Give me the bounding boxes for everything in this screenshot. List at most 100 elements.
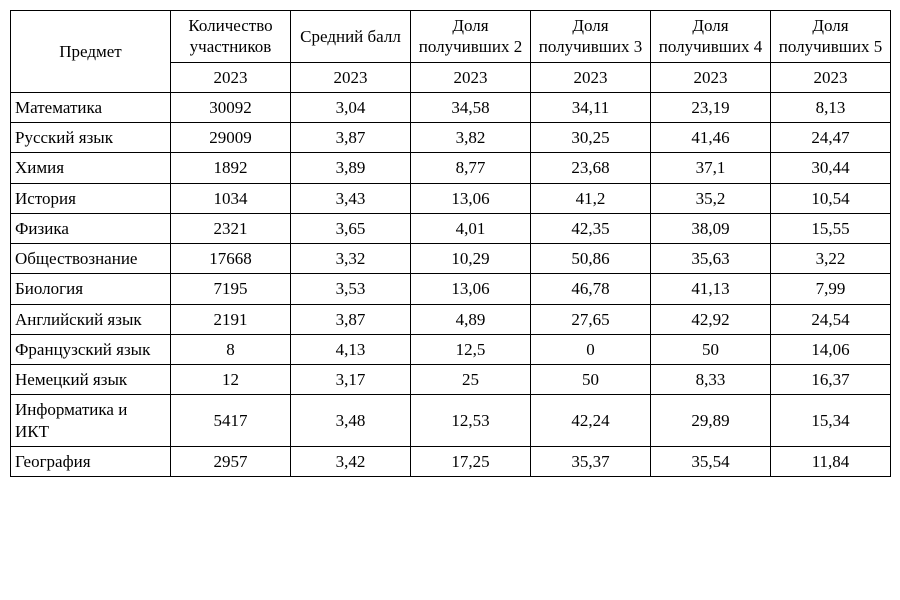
col-header-avg-score: Средний балл — [291, 11, 411, 63]
data-cell-share2: 25 — [411, 365, 531, 395]
data-cell-avg_score: 3,89 — [291, 153, 411, 183]
data-cell-share4: 37,1 — [651, 153, 771, 183]
data-cell-participants: 8 — [171, 334, 291, 364]
data-cell-participants: 30092 — [171, 92, 291, 122]
data-cell-share5: 15,55 — [771, 213, 891, 243]
data-cell-avg_score: 3,87 — [291, 304, 411, 334]
data-cell-participants: 1892 — [171, 153, 291, 183]
subject-cell: Физика — [11, 213, 171, 243]
subject-cell: Немецкий язык — [11, 365, 171, 395]
data-cell-share5: 15,34 — [771, 395, 891, 447]
col-header-share4: Доля получивших 4 — [651, 11, 771, 63]
data-cell-participants: 2191 — [171, 304, 291, 334]
col-header-share5: Доля получивших 5 — [771, 11, 891, 63]
data-cell-avg_score: 3,42 — [291, 446, 411, 476]
data-cell-share2: 12,5 — [411, 334, 531, 364]
col-header-participants: Количество участников — [171, 11, 291, 63]
table-row: Обществознание176683,3210,2950,8635,633,… — [11, 244, 891, 274]
data-cell-participants: 12 — [171, 365, 291, 395]
data-cell-avg_score: 4,13 — [291, 334, 411, 364]
data-cell-share3: 50,86 — [531, 244, 651, 274]
data-cell-share3: 34,11 — [531, 92, 651, 122]
data-cell-participants: 7195 — [171, 274, 291, 304]
subject-cell: Обществознание — [11, 244, 171, 274]
table-row: Биология71953,5313,0646,7841,137,99 — [11, 274, 891, 304]
data-cell-share5: 30,44 — [771, 153, 891, 183]
data-cell-share3: 23,68 — [531, 153, 651, 183]
year-label-share5: 2023 — [771, 62, 891, 92]
year-label-avg-score: 2023 — [291, 62, 411, 92]
data-cell-share4: 41,46 — [651, 123, 771, 153]
subject-cell: Русский язык — [11, 123, 171, 153]
data-cell-share3: 35,37 — [531, 446, 651, 476]
data-cell-participants: 1034 — [171, 183, 291, 213]
data-cell-participants: 2321 — [171, 213, 291, 243]
data-cell-share3: 46,78 — [531, 274, 651, 304]
table-row: Английский язык21913,874,8927,6542,9224,… — [11, 304, 891, 334]
subject-cell: Биология — [11, 274, 171, 304]
data-cell-share5: 14,06 — [771, 334, 891, 364]
year-label-participants: 2023 — [171, 62, 291, 92]
data-cell-share4: 35,63 — [651, 244, 771, 274]
col-header-subject: Предмет — [11, 11, 171, 93]
data-cell-share5: 11,84 — [771, 446, 891, 476]
data-cell-share5: 10,54 — [771, 183, 891, 213]
data-cell-avg_score: 3,53 — [291, 274, 411, 304]
data-cell-share2: 4,01 — [411, 213, 531, 243]
exam-results-table: Предмет Количество участников Средний ба… — [10, 10, 891, 477]
data-cell-share4: 23,19 — [651, 92, 771, 122]
table-row: Химия18923,898,7723,6837,130,44 — [11, 153, 891, 183]
data-cell-share5: 7,99 — [771, 274, 891, 304]
data-cell-share4: 8,33 — [651, 365, 771, 395]
data-cell-avg_score: 3,65 — [291, 213, 411, 243]
data-cell-share3: 27,65 — [531, 304, 651, 334]
data-cell-share4: 35,2 — [651, 183, 771, 213]
col-header-share3: Доля получивших 3 — [531, 11, 651, 63]
year-label-share2: 2023 — [411, 62, 531, 92]
data-cell-avg_score: 3,43 — [291, 183, 411, 213]
data-cell-share5: 3,22 — [771, 244, 891, 274]
table-body: Математика300923,0434,5834,1123,198,13Ру… — [11, 92, 891, 476]
table-header-row-1: Предмет Количество участников Средний ба… — [11, 11, 891, 63]
data-cell-avg_score: 3,32 — [291, 244, 411, 274]
data-cell-share2: 13,06 — [411, 274, 531, 304]
data-cell-share3: 50 — [531, 365, 651, 395]
subject-cell: Французский язык — [11, 334, 171, 364]
data-cell-avg_score: 3,87 — [291, 123, 411, 153]
table-row: Французский язык84,1312,505014,06 — [11, 334, 891, 364]
data-cell-share3: 42,35 — [531, 213, 651, 243]
data-cell-participants: 29009 — [171, 123, 291, 153]
subject-cell: Информатика и ИКТ — [11, 395, 171, 447]
table-row: География29573,4217,2535,3735,5411,84 — [11, 446, 891, 476]
data-cell-share2: 12,53 — [411, 395, 531, 447]
data-cell-share2: 10,29 — [411, 244, 531, 274]
table-row: Информатика и ИКТ54173,4812,5342,2429,89… — [11, 395, 891, 447]
data-cell-participants: 2957 — [171, 446, 291, 476]
subject-cell: Английский язык — [11, 304, 171, 334]
table-row: Немецкий язык123,1725508,3316,37 — [11, 365, 891, 395]
data-cell-share5: 8,13 — [771, 92, 891, 122]
data-cell-share4: 41,13 — [651, 274, 771, 304]
data-cell-share4: 42,92 — [651, 304, 771, 334]
data-cell-participants: 17668 — [171, 244, 291, 274]
subject-cell: География — [11, 446, 171, 476]
data-cell-participants: 5417 — [171, 395, 291, 447]
data-cell-share5: 24,54 — [771, 304, 891, 334]
data-cell-share2: 17,25 — [411, 446, 531, 476]
data-cell-share4: 50 — [651, 334, 771, 364]
data-cell-avg_score: 3,17 — [291, 365, 411, 395]
data-cell-share4: 38,09 — [651, 213, 771, 243]
data-cell-share5: 24,47 — [771, 123, 891, 153]
data-cell-avg_score: 3,48 — [291, 395, 411, 447]
data-cell-share2: 8,77 — [411, 153, 531, 183]
subject-cell: История — [11, 183, 171, 213]
data-cell-share3: 0 — [531, 334, 651, 364]
data-cell-share2: 4,89 — [411, 304, 531, 334]
col-header-share2: Доля получивших 2 — [411, 11, 531, 63]
data-cell-share5: 16,37 — [771, 365, 891, 395]
year-label-share4: 2023 — [651, 62, 771, 92]
table-row: Математика300923,0434,5834,1123,198,13 — [11, 92, 891, 122]
data-cell-share3: 41,2 — [531, 183, 651, 213]
table-row: Физика23213,654,0142,3538,0915,55 — [11, 213, 891, 243]
data-cell-share2: 34,58 — [411, 92, 531, 122]
